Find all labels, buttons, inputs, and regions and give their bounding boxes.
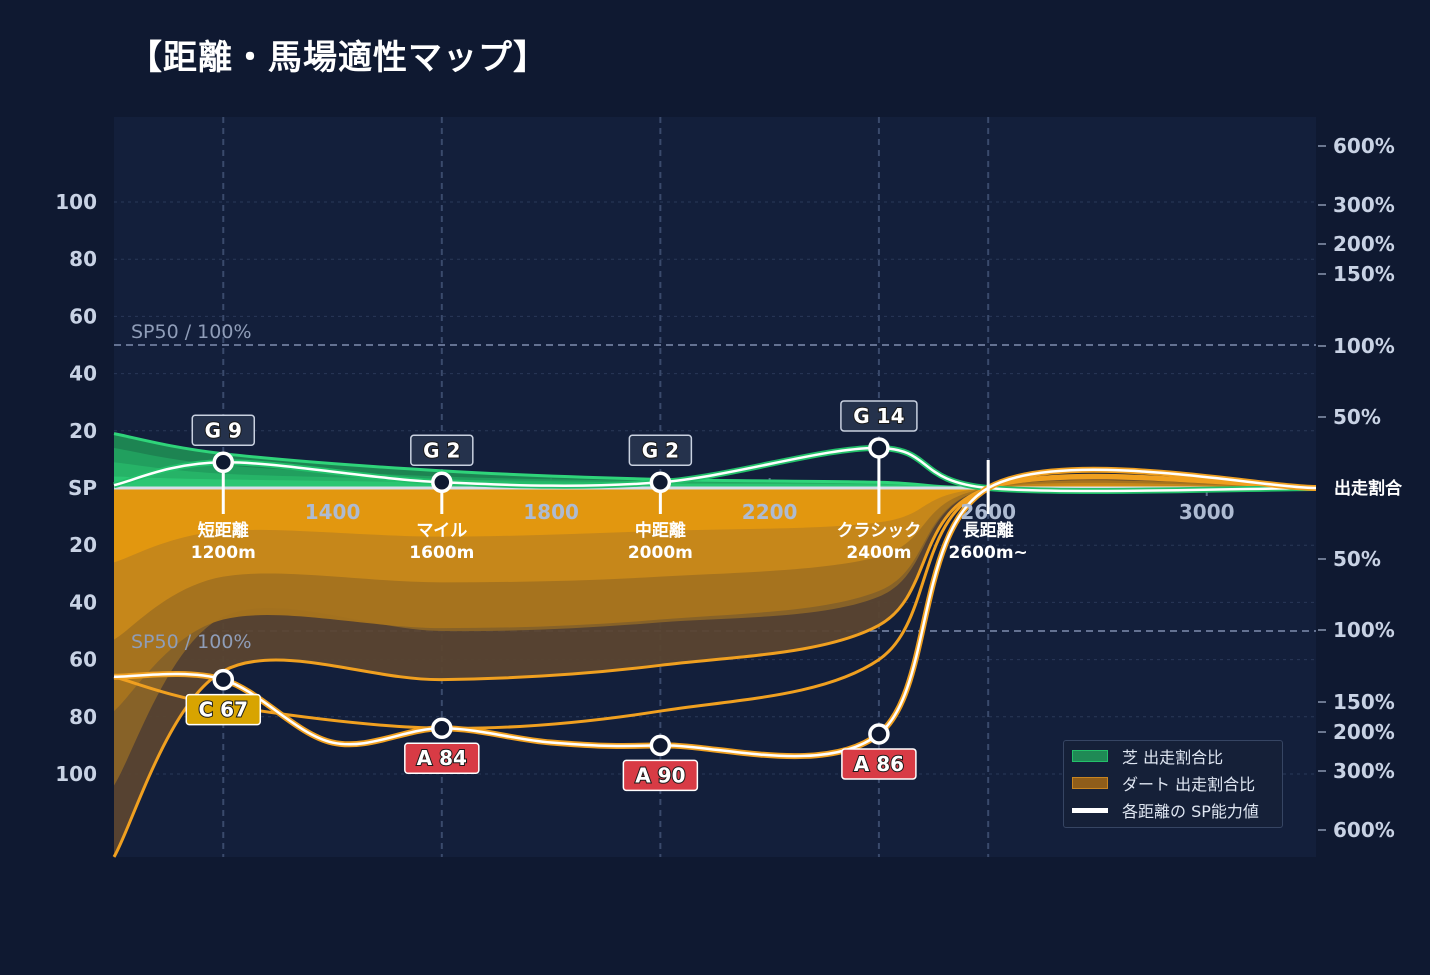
- x-tick-label: 1400: [305, 500, 361, 524]
- sp-lines: [113, 444, 1317, 760]
- dirt-sp-marker: [431, 717, 453, 739]
- badge-box: [191, 414, 256, 447]
- segment-name: 短距離: [198, 520, 249, 541]
- segment-distance: 2400m: [846, 543, 911, 563]
- legend-item-sp: 各距離の SP能力値: [1072, 800, 1259, 821]
- page-title: 【距離・馬場適性マップ】: [128, 38, 548, 78]
- turf-grade-badge: G 2: [628, 434, 693, 467]
- segment-distance: 2600m~: [949, 543, 1028, 563]
- y-right-tick-label: 300%: [1333, 193, 1395, 217]
- y-right-tick-label: 200%: [1333, 232, 1395, 256]
- data-markers: G 9 G 2 G 2 G 14 C 67 A 84 A 90 A 86: [185, 400, 918, 792]
- dirt-grade-badge: C 67: [185, 693, 262, 726]
- sp50-reference-label: SP50 / 100%: [131, 321, 252, 343]
- legend-label-dirt: ダート 出走割合比: [1122, 775, 1256, 794]
- x-tick-label: 3000: [1179, 500, 1235, 524]
- segment-distance: 2000m: [628, 543, 693, 563]
- x-tick-label: 1800: [523, 500, 579, 524]
- y-left-tick-label: 80: [69, 705, 97, 729]
- legend-swatch-turf: [1072, 750, 1108, 762]
- turf-area-layer: [114, 433, 1316, 489]
- y-right-tick-label: 600%: [1333, 818, 1395, 842]
- dirt-area-layer: [114, 485, 1316, 563]
- legend-swatch-dirt: [1072, 777, 1108, 789]
- legend-item-turf: 芝 出走割合比: [1072, 746, 1224, 767]
- badge-text: A 84: [417, 746, 467, 770]
- dirt-grade-badge: A 90: [622, 759, 699, 792]
- y-left-tick-label: 60: [69, 304, 97, 328]
- badge-box: [410, 434, 474, 467]
- y-right-tick-label: 150%: [1333, 262, 1395, 286]
- y-left-tick-label: 100: [55, 762, 97, 786]
- dirt-grade-badge: A 84: [404, 742, 480, 774]
- turf-area-layer: [114, 476, 1316, 489]
- turf-sp-marker: [868, 437, 890, 459]
- legend-item-dirt: ダート 出走割合比: [1072, 773, 1256, 794]
- dirt-sp-marker: [649, 734, 672, 757]
- y-left-tick-label: 40: [69, 590, 97, 614]
- badge-box: [841, 748, 917, 780]
- badge-text: G 2: [642, 438, 679, 462]
- badge-box: [185, 693, 262, 726]
- turf-grade-badge: G 14: [840, 400, 918, 432]
- turf-sp-marker: [212, 451, 235, 474]
- badge-text: G 2: [423, 438, 460, 462]
- badge-box: [622, 759, 699, 792]
- turf-sp-marker: [431, 471, 453, 494]
- dirt-ratio-line: [113, 473, 1317, 730]
- y-left-tick-label: 60: [69, 648, 97, 672]
- turf-grade-badge: G 2: [410, 434, 474, 467]
- y-left-tick-label: 40: [69, 362, 97, 386]
- sp50-reference-label: SP50 / 100%: [131, 631, 252, 653]
- legend-label-sp: 各距離の SP能力値: [1122, 802, 1259, 821]
- segment-name: マイル: [416, 521, 467, 541]
- badge-text: C 67: [199, 698, 248, 722]
- turf-sp-line: [113, 446, 1317, 493]
- y-right-center-label: 出走割合: [1334, 478, 1403, 499]
- y-left-tick-label: 80: [69, 247, 97, 271]
- y-right-tick-label: 100%: [1333, 334, 1395, 358]
- x-tick-label: 2600: [960, 500, 1016, 524]
- dirt-grade-badge: A 86: [841, 748, 917, 780]
- badge-box: [628, 434, 693, 467]
- badge-text: A 90: [635, 763, 685, 787]
- y-left-tick-label: 20: [69, 533, 97, 557]
- y-right-tick-label: 50%: [1333, 547, 1381, 571]
- legend-swatch-sp: [1072, 807, 1108, 813]
- area-layers: [112, 432, 1317, 858]
- segment-distance: 1600m: [409, 543, 474, 563]
- segment-distance: 1200m: [191, 543, 256, 563]
- segment-name: 長距離: [963, 520, 1014, 541]
- dirt-sp-marker: [212, 668, 235, 691]
- badge-text: A 86: [854, 752, 904, 776]
- y-left-tick-label: SP: [68, 476, 97, 500]
- y-right-tick-label: 150%: [1333, 690, 1395, 714]
- segment-name: 中距離: [635, 520, 686, 541]
- turf-grade-badge: G 9: [191, 414, 256, 447]
- badge-text: G 9: [205, 418, 242, 442]
- y-right-tick-label: 300%: [1333, 759, 1395, 783]
- badge-box: [404, 742, 480, 774]
- segment-name: クラシック: [837, 521, 922, 541]
- y-left-tick-label: 100: [55, 190, 97, 214]
- axis-labels: 100 80 60 40 20 SP 20 40 60 80 100 600% 300% 200% 150%…: [55, 134, 1403, 842]
- y-right-tick-label: 50%: [1333, 405, 1381, 429]
- dirt-sp-marker: [868, 723, 890, 745]
- y-right-tick-label: 100%: [1333, 618, 1395, 642]
- badge-text: G 14: [853, 404, 904, 428]
- legend: 芝 出走割合比 ダート 出走割合比 各距離の SP能力値: [1063, 740, 1283, 828]
- badge-box: [840, 400, 918, 432]
- legend-label-turf: 芝 出走割合比: [1122, 748, 1224, 767]
- y-right-tick-label: 200%: [1333, 720, 1395, 744]
- x-tick-label: 2200: [742, 500, 798, 524]
- y-right-tick-label: 600%: [1333, 134, 1395, 158]
- turf-sp-marker: [649, 471, 672, 494]
- y-left-tick-label: 20: [69, 419, 97, 443]
